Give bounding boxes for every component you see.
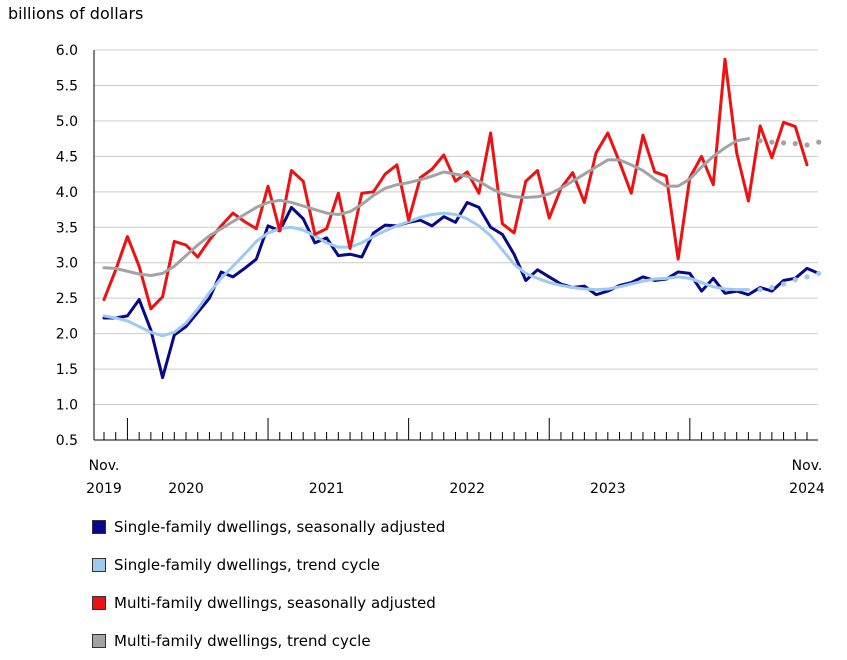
trend-dot [769,284,775,291]
y-tick-label: 3.0 [56,256,78,272]
legend-label: Single-family dwellings, trend cycle [114,556,381,574]
y-tick-label: 1.5 [56,362,78,378]
y-tick-label: 4.0 [56,185,78,201]
trend-dot [792,141,798,147]
axes [93,50,818,441]
x-tick-label: 2022 [449,481,485,497]
legend-swatch [92,558,106,572]
series-line-4 [102,137,750,277]
legend-item-single-family-sa: Single-family dwellings, seasonally adju… [92,508,445,546]
series-lines [102,57,822,380]
y-tick-label: 0.5 [56,433,78,449]
trend-dot [816,270,822,276]
legend-swatch [92,634,106,648]
trend-dot [792,277,798,283]
gridlines [94,49,818,406]
series-line-2 [102,211,750,338]
y-tick-label: 3.5 [56,220,78,236]
y-tick-label: 2.0 [56,327,78,343]
legend-label: Multi-family dwellings, seasonally adjus… [114,594,436,612]
y-tick-label: 2.5 [56,291,78,307]
x-ticks [103,418,808,440]
y-tick-label: 5.0 [56,114,78,130]
trend-dot [769,139,775,145]
trend-dot [804,142,810,148]
y-tick-label: 5.5 [56,78,78,94]
y-axis-title: billions of dollars [8,4,144,23]
trend-dot [757,138,763,144]
x-tick-label: 2020 [168,481,204,497]
y-tick-label: 6.0 [56,43,78,59]
x-tick-label: 2024 [789,481,825,497]
y-tick-labels: 0.5 1.0 1.5 2.0 2.5 3.0 3.5 4.0 4.5 5.0 5.5 6.0 [56,43,78,449]
x-tick-label: 2023 [590,481,626,497]
legend-item-single-family-trend: Single-family dwellings, trend cycle [92,546,445,584]
legend-item-multi-family-sa: Multi-family dwellings, seasonally adjus… [92,584,445,622]
line-chart: 0.5 1.0 1.5 2.0 2.5 3.0 3.5 4.0 4.5 5.0 5.5 6.0 Nov… [56,43,825,497]
trend-dot [816,139,822,145]
x-tick-label: Nov. [792,458,823,474]
x-tick-label: Nov. [89,458,120,474]
trend-dot [780,281,787,287]
legend-swatch [92,520,106,534]
trend-dot [780,140,787,146]
trend-dot [804,274,810,280]
y-tick-label: 4.5 [56,149,78,165]
legend-swatch [92,596,106,610]
legend: Single-family dwellings, seasonally adju… [92,508,445,660]
legend-label: Multi-family dwellings, trend cycle [114,632,371,650]
legend-item-multi-family-trend: Multi-family dwellings, trend cycle [92,622,445,660]
x-tick-labels: Nov. 2019 2020 2021 2022 2023 Nov. 2024 [86,458,825,497]
trend-dot [757,287,763,293]
x-tick-label: 2021 [309,481,345,497]
legend-label: Single-family dwellings, seasonally adju… [114,518,446,536]
series-line-3 [102,57,809,311]
series-line-1 [102,200,821,380]
y-tick-label: 1.0 [56,398,78,414]
x-tick-label: 2019 [86,481,122,497]
